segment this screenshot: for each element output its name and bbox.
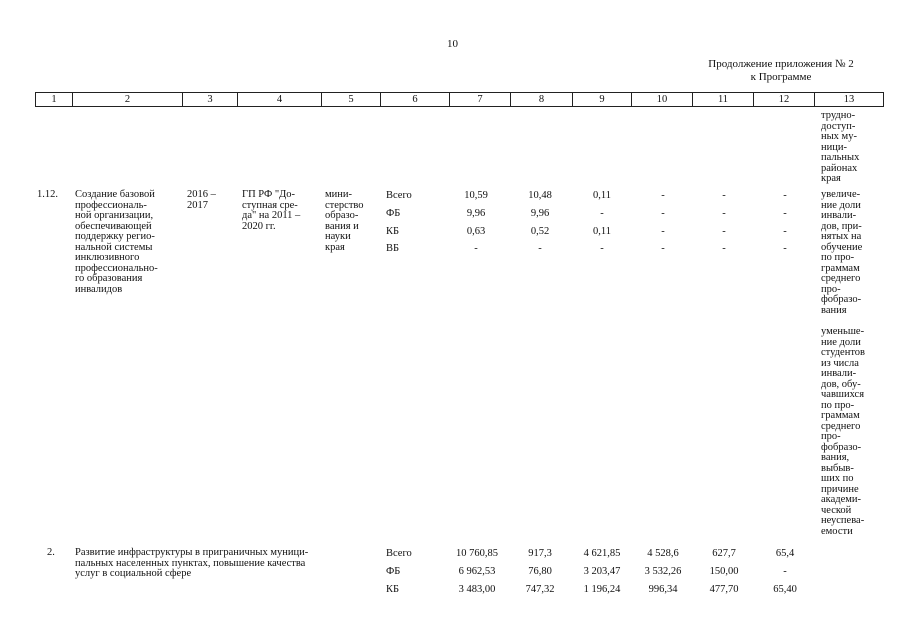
value-c9-total: 0,11	[593, 190, 611, 201]
value-c12-fb: -	[783, 208, 787, 219]
value-c11-kb: -	[722, 226, 726, 237]
source-kb: КБ	[386, 226, 400, 237]
value-c8-total: 10,48	[528, 190, 552, 201]
indicator-1: увеличе- ние доли инвали- дов, при- няты…	[821, 189, 863, 316]
header-col-12: 12	[753, 93, 814, 106]
source-vb: ВБ	[386, 243, 400, 254]
header-col-11: 11	[692, 93, 753, 106]
value-c8-kb: 747,32	[525, 584, 555, 595]
value-c10-fb: -	[661, 208, 665, 219]
header-col-3: 3	[182, 93, 237, 106]
page-number: 10	[447, 38, 458, 50]
value-c12-fb: -	[783, 566, 787, 577]
value-c7-fb: 9,96	[466, 208, 486, 219]
value-c9-total: 4 621,85	[583, 548, 621, 559]
value-c10-total: 4 528,6	[647, 548, 679, 559]
header-col-6: 6	[380, 93, 449, 106]
value-c8-total: 917,3	[528, 548, 552, 559]
header-col-1: 1	[35, 93, 72, 106]
value-c7-total: 10,59	[464, 190, 488, 201]
executor: мини- стерство образо- вания и науки кра…	[325, 189, 364, 253]
source-fb: ФБ	[386, 566, 401, 577]
row-number: 1.12.	[37, 189, 58, 200]
continuation-line-2: к Программе	[750, 71, 812, 83]
value-c10-fb: 3 532,26	[644, 566, 682, 577]
header-col-7: 7	[449, 93, 510, 106]
value-c10-vb: -	[661, 243, 665, 254]
value-c11-fb: 150,00	[709, 566, 739, 577]
header-col-8: 8	[510, 93, 572, 106]
table-header-row: 1 2 3 4 5 6 7 8 9 10 11 12 13	[35, 92, 884, 107]
value-c8-kb: 0,52	[530, 226, 550, 237]
source-fb: ФБ	[386, 208, 401, 219]
value-c10-kb: -	[661, 226, 665, 237]
top-indicator-continuation: трудно- доступ- ных му- ници- пальных ра…	[821, 110, 860, 184]
header-col-13: 13	[814, 93, 884, 106]
value-c8-fb: 76,80	[528, 566, 552, 577]
value-c12-total: -	[783, 190, 787, 201]
value-c11-vb: -	[722, 243, 726, 254]
value-c8-vb: -	[538, 243, 542, 254]
value-c9-fb: 3 203,47	[583, 566, 621, 577]
value-c11-fb: -	[722, 208, 726, 219]
value-c11-kb: 477,70	[709, 584, 739, 595]
header-col-9: 9	[572, 93, 631, 106]
program: ГП РФ "До- ступная сре- да" на 2011 – 20…	[242, 189, 301, 232]
value-c9-fb: -	[600, 208, 604, 219]
source-total: Всего	[386, 190, 412, 201]
value-c11-total: -	[722, 190, 726, 201]
value-c12-kb: 65,40	[773, 584, 797, 595]
row-number: 2.	[47, 547, 55, 558]
source-kb: КБ	[386, 584, 400, 595]
value-c12-total: 65,4	[775, 548, 795, 559]
activity-name: Создание базовой профессиональ- ной орга…	[75, 189, 158, 295]
header-col-5: 5	[321, 93, 380, 106]
header-col-2: 2	[72, 93, 182, 106]
value-c7-kb: 0,63	[466, 226, 486, 237]
continuation-line-1: Продолжение приложения № 2	[708, 58, 854, 70]
source-total: Всего	[386, 548, 412, 559]
value-c9-kb: 1 196,24	[583, 584, 621, 595]
continuation-note: Продолжение приложения № 2 к Программе	[694, 58, 868, 84]
value-c10-total: -	[661, 190, 665, 201]
header-col-10: 10	[631, 93, 692, 106]
value-c12-vb: -	[783, 243, 787, 254]
value-c7-fb: 6 962,53	[458, 566, 496, 577]
indicator-2: уменьше- ние доли студентов из числа инв…	[821, 326, 865, 537]
value-c10-kb: 996,34	[648, 584, 678, 595]
value-c12-kb: -	[783, 226, 787, 237]
value-c7-total: 10 760,85	[456, 548, 498, 559]
value-c11-total: 627,7	[712, 548, 736, 559]
value-c7-kb: 3 483,00	[458, 584, 496, 595]
value-c8-fb: 9,96	[530, 208, 550, 219]
value-c9-kb: 0,11	[593, 226, 611, 237]
value-c9-vb: -	[600, 243, 604, 254]
header-col-4: 4	[237, 93, 321, 106]
period: 2016 – 2017	[187, 189, 216, 211]
activity-name: Развитие инфраструктуры в приграничных м…	[75, 547, 309, 579]
value-c7-vb: -	[474, 243, 478, 254]
